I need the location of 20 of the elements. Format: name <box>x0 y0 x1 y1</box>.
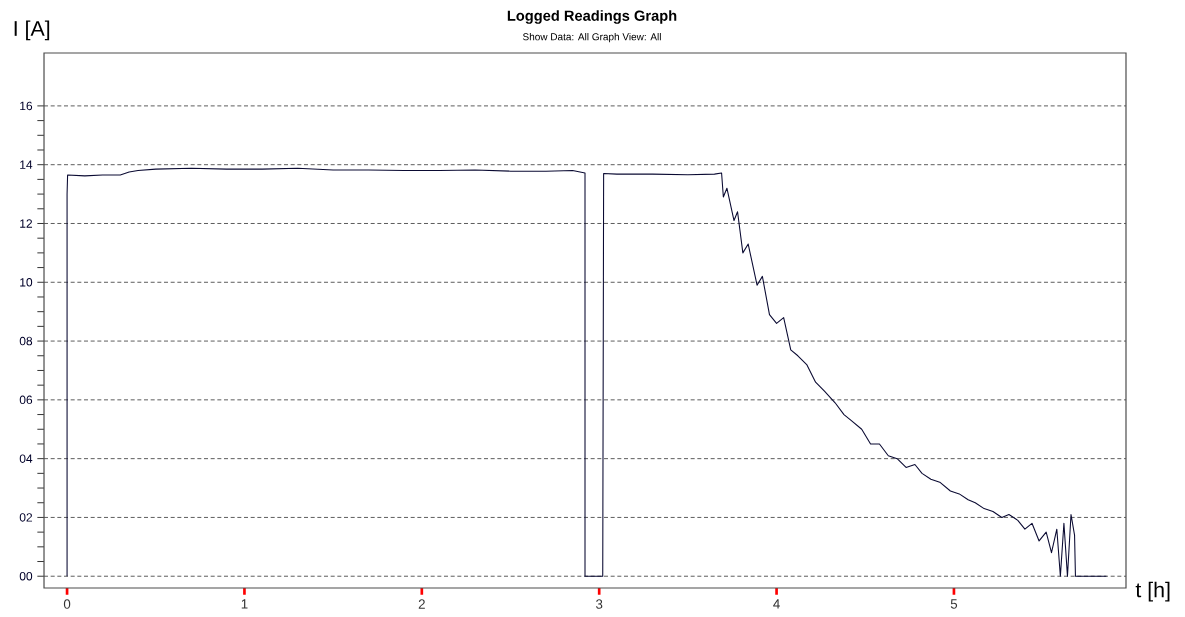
y-tick-label: 04 <box>19 454 33 463</box>
x-tick-label: 2 <box>418 599 425 609</box>
x-tick-label: 1 <box>241 599 248 609</box>
x-tick-label: 4 <box>773 599 780 609</box>
line-series <box>66 167 1108 577</box>
y-tick-label: 12 <box>20 219 33 228</box>
y-tick-label: 08 <box>19 336 33 346</box>
chart-title: Logged Readings Graph <box>507 10 677 24</box>
chart-subtitle: Show Data: All Graph View: All <box>522 33 661 43</box>
y-axis-title: I [A] <box>14 20 50 41</box>
y-tick-label: 02 <box>19 513 33 522</box>
y-tick-label: 00 <box>19 571 33 581</box>
y-tick-label: 14 <box>20 160 33 169</box>
y-tick-label: 10 <box>20 278 33 287</box>
x-tick-label: 5 <box>950 599 958 609</box>
y-tick-label: 16 <box>20 101 33 111</box>
x-tick-label: 3 <box>595 599 603 609</box>
x-tick-label: 0 <box>63 599 71 609</box>
y-tick-label: 06 <box>19 395 33 405</box>
x-axis-title: t [h] <box>1135 581 1170 602</box>
